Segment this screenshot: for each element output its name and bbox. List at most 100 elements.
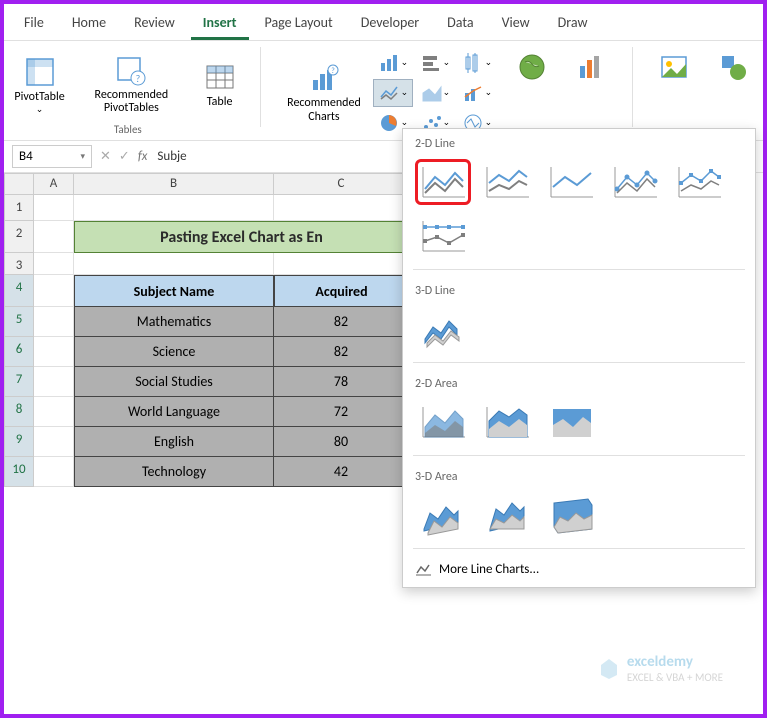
table-cell-value[interactable]: 72 [274,397,409,427]
tab-page-layout[interactable]: Page Layout [253,8,345,40]
table-cell-subject[interactable]: World Language [74,397,274,427]
table-cell-value[interactable]: 80 [274,427,409,457]
cancel-icon[interactable]: ✕ [100,149,111,164]
separator [632,47,633,127]
line-chart-basic[interactable] [415,159,471,205]
recommended-charts-button[interactable]: ? Recommended Charts [277,59,372,125]
cell[interactable] [274,253,409,275]
table-cell-value[interactable]: 78 [274,367,409,397]
cell[interactable] [34,397,74,427]
table-cell-value[interactable]: 82 [274,337,409,367]
col-head-b[interactable]: B [74,173,274,195]
table-cell-value[interactable]: 42 [274,457,409,487]
tab-data[interactable]: Data [435,8,485,40]
recommended-pivot-label: Recommended PivotTables [75,89,188,115]
bar-chart-icon [421,53,443,73]
table-cell-value[interactable]: 82 [274,307,409,337]
area-chart-basic[interactable] [415,399,471,445]
stat-chart-button[interactable]: ⌄ [457,49,497,77]
col-head-a[interactable]: A [34,173,74,195]
cell[interactable] [34,457,74,487]
area-chart-stacked[interactable] [479,399,535,445]
combo-chart-icon [463,83,485,103]
cell[interactable] [34,253,74,275]
tables-group-label: Tables [114,121,142,138]
name-box-dropdown-icon: ▾ [80,151,85,162]
cell[interactable] [74,253,274,275]
recommended-pivot-button[interactable]: ? Recommended PivotTables [69,51,194,117]
watermark-brand: exceldemy [627,653,723,671]
shapes-button[interactable] [711,47,755,87]
row-head[interactable]: 9 [4,427,34,457]
row-head[interactable]: 8 [4,397,34,427]
tab-review[interactable]: Review [122,8,187,40]
table-cell-subject[interactable]: English [74,427,274,457]
row-head[interactable]: 4 [4,275,34,307]
cell[interactable] [74,195,274,221]
recommended-charts-icon: ? [306,61,342,97]
line-chart-stacked-markers[interactable] [671,159,727,205]
row-head[interactable]: 7 [4,367,34,397]
more-charts-label: More Line Charts... [439,562,539,577]
enter-icon[interactable]: ✓ [119,149,130,164]
line-chart-button[interactable]: ⌄ [373,79,413,107]
3d-area-chart[interactable] [415,492,471,538]
column-chart-button[interactable]: ⌄ [373,49,413,77]
table-cell-subject[interactable]: Technology [74,457,274,487]
table-button[interactable]: Table [196,57,244,111]
area-chart-button[interactable]: ⌄ [415,79,455,107]
cell[interactable] [34,337,74,367]
line-chart-100stacked[interactable] [543,159,599,205]
table-cell-subject[interactable]: Social Studies [74,367,274,397]
combo-chart-button[interactable]: ⌄ [457,79,497,107]
cell[interactable] [34,221,74,253]
cell[interactable] [34,367,74,397]
pivotchart-button[interactable] [566,47,616,87]
title-cell[interactable]: Pasting Excel Chart as En [74,221,409,253]
stat-chart-icon [463,53,485,73]
pictures-button[interactable] [649,47,699,87]
tab-view[interactable]: View [490,8,542,40]
3d-area-stacked[interactable] [479,492,535,538]
row-head[interactable]: 6 [4,337,34,367]
row-head[interactable]: 2 [4,221,34,253]
tab-home[interactable]: Home [60,8,118,40]
section-3d-line: 3-D Line [403,276,755,302]
3d-area-100stacked[interactable] [543,492,599,538]
select-all-corner[interactable] [4,173,34,195]
table-cell-subject[interactable]: Science [74,337,274,367]
line-chart-markers[interactable] [607,159,663,205]
row-head[interactable]: 10 [4,457,34,487]
line-chart-100stacked-markers[interactable] [415,213,471,259]
more-line-charts[interactable]: More Line Charts... [403,555,755,583]
line-chart-stacked[interactable] [479,159,535,205]
maps-button[interactable] [509,47,553,87]
name-box[interactable]: B4 ▾ [12,145,92,168]
recommended-pivot-icon: ? [113,53,149,89]
table-header-subject[interactable]: Subject Name [74,275,274,307]
tab-insert[interactable]: Insert [191,8,249,40]
section-2d-area: 2-D Area [403,369,755,395]
row-head[interactable]: 1 [4,195,34,221]
pivottable-button[interactable]: PivotTable ⌄ [12,52,67,117]
pivotchart-icon [573,49,609,85]
fx-label[interactable]: fx [138,149,148,164]
tab-file[interactable]: File [12,8,56,40]
cell[interactable] [34,307,74,337]
area-chart-100stacked[interactable] [543,399,599,445]
cell[interactable] [34,275,74,307]
cell[interactable] [34,195,74,221]
separator [413,548,745,549]
ribbon-tabs: File Home Review Insert Page Layout Deve… [4,4,763,41]
row-head[interactable]: 5 [4,307,34,337]
cell[interactable] [34,427,74,457]
table-header-acquired[interactable]: Acquired [274,275,409,307]
cell[interactable] [274,195,409,221]
table-cell-subject[interactable]: Mathematics [74,307,274,337]
tab-developer[interactable]: Developer [349,8,431,40]
row-head[interactable]: 3 [4,253,34,275]
bar-chart-button[interactable]: ⌄ [415,49,455,77]
col-head-c[interactable]: C [274,173,409,195]
tab-draw[interactable]: Draw [546,8,600,40]
3d-line-chart[interactable] [415,306,471,352]
